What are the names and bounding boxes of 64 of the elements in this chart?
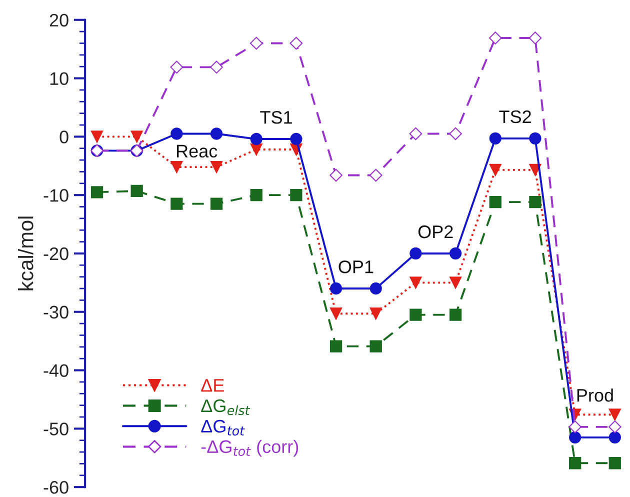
point (210, 198, 223, 210)
point (568, 457, 582, 470)
y-tick-label: 10 (50, 72, 68, 85)
point (250, 143, 262, 156)
y-tick-label: -60 (44, 480, 68, 494)
annotation: TS2 (499, 110, 531, 124)
point (330, 340, 342, 352)
point (369, 168, 382, 182)
legend-label: ΔG$_{tot}$ (201, 420, 245, 436)
point (210, 128, 223, 140)
point (489, 164, 502, 176)
y-tick-label: 20 (50, 14, 68, 27)
point (568, 431, 582, 444)
point (250, 132, 262, 146)
point (330, 308, 342, 320)
point (370, 282, 382, 295)
point (608, 457, 621, 470)
annotation: OP1 (338, 260, 374, 274)
y-tick-label: -40 (44, 364, 68, 377)
y-axis-title: kcal/mol (18, 216, 34, 290)
y-tick-label: -10 (44, 189, 68, 202)
point (370, 308, 382, 320)
point (449, 247, 462, 260)
annotation: Reac (177, 144, 218, 158)
point (489, 196, 502, 208)
y-tick-label: 0 (60, 130, 68, 144)
y-tick-label: -50 (44, 422, 68, 436)
annotation: TS1 (260, 110, 292, 124)
point (370, 340, 382, 352)
point (410, 308, 422, 321)
point (449, 276, 462, 289)
point (608, 408, 621, 421)
point (489, 132, 502, 144)
point (170, 160, 183, 174)
point (290, 188, 302, 202)
point (449, 127, 462, 140)
point (290, 36, 303, 50)
point (410, 247, 422, 260)
legend-label: ΔG$_{elst}$ (201, 399, 250, 416)
point (130, 130, 143, 143)
point (130, 184, 143, 198)
y-tick-label: -30 (44, 306, 68, 319)
point (250, 36, 263, 50)
point (410, 276, 422, 289)
point (90, 186, 104, 198)
point (330, 282, 342, 295)
point (529, 132, 542, 144)
annotation: OP2 (418, 225, 453, 238)
point (90, 130, 104, 143)
point (170, 198, 183, 210)
point (250, 188, 262, 202)
point (290, 132, 302, 146)
point (529, 196, 542, 208)
annotation: Prod (577, 388, 613, 402)
point (330, 168, 342, 182)
point (608, 431, 621, 444)
point (170, 128, 183, 140)
point (449, 308, 462, 321)
point (210, 160, 223, 174)
point (409, 127, 422, 140)
legend-label: -ΔG$_{tot}$ (corr) (201, 440, 298, 457)
legend-label: ΔE (201, 379, 224, 392)
y-tick-label: -20 (44, 247, 68, 260)
point (568, 420, 582, 434)
